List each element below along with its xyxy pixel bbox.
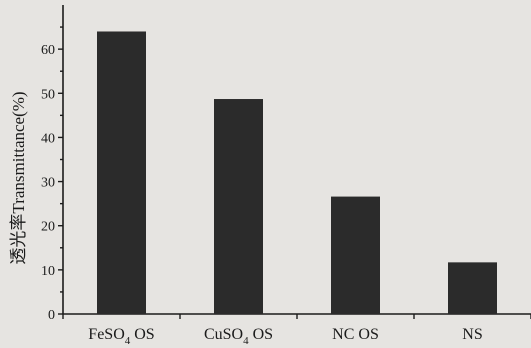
bar-3 [331,196,380,314]
y-axis-title-group: 透光率Transmittance(%) [9,91,28,264]
y-axis-title: 透光率Transmittance(%) [9,91,28,264]
y-ticks: 0 10 20 30 40 50 60 [41,26,63,323]
x-category-label: FeSO4 OS [88,326,154,347]
y-tick-label: 50 [41,87,55,102]
y-tick-label: 10 [41,264,55,279]
y-tick-label: 40 [41,131,55,146]
y-tick-label: 60 [41,43,55,58]
bar-1 [97,31,146,314]
bar-4 [448,262,497,314]
y-tick-label: 0 [48,308,55,323]
bars [97,31,497,314]
bar-2 [214,99,263,314]
x-category-label: CuSO4 OS [204,326,273,347]
x-ticks: FeSO4 OS CuSO4 OS NC OS NS [62,314,531,347]
y-tick-label: 20 [41,220,55,235]
x-category-label: NC OS [332,326,379,343]
x-category-label: NS [462,326,482,343]
y-tick-label: 30 [41,176,55,191]
